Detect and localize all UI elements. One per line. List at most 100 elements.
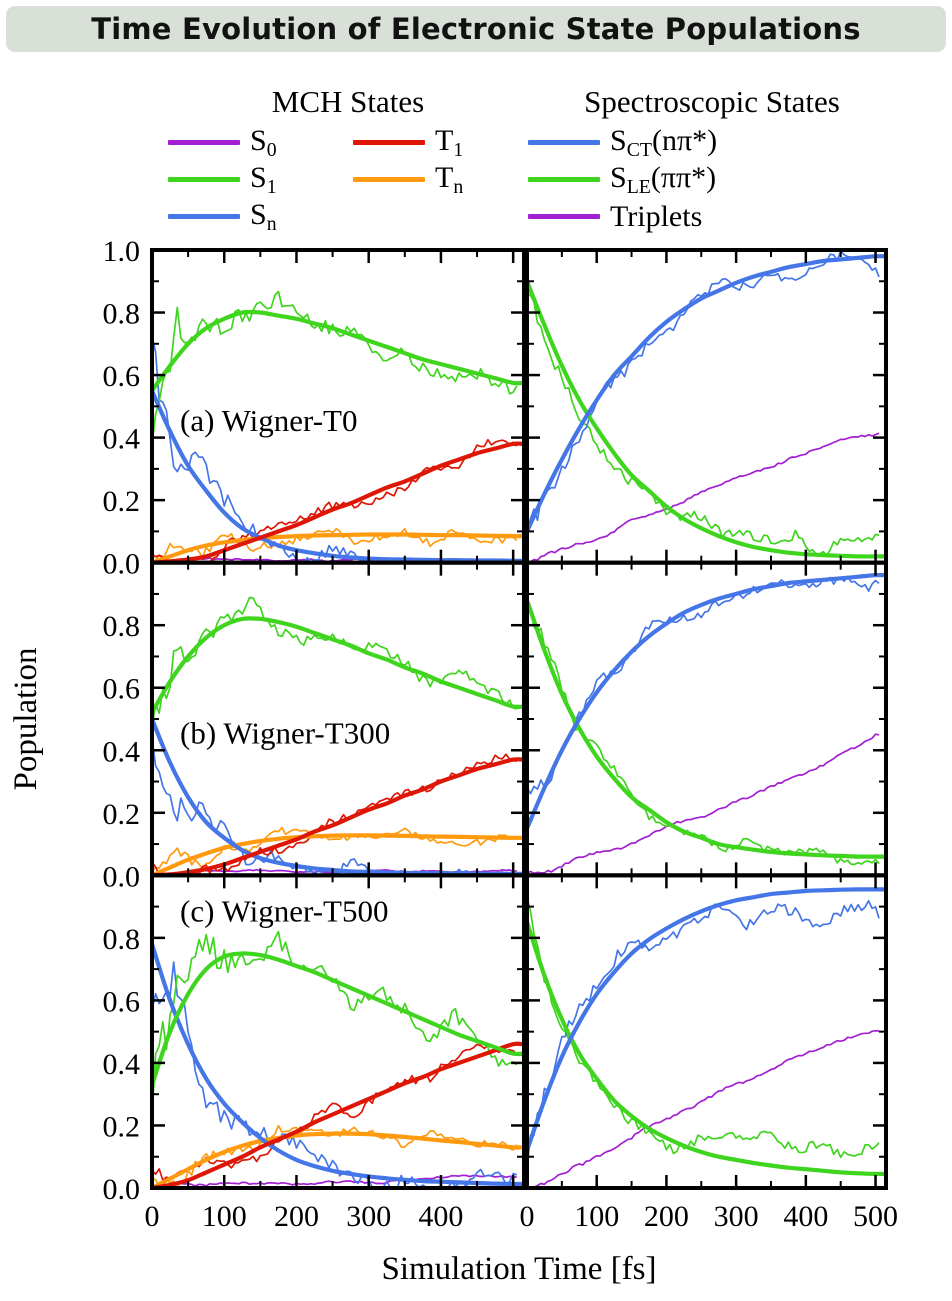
panel-ticks [150,874,524,1190]
fit-T1 [152,1041,524,1188]
x-tick-label: 300 [714,1200,759,1233]
figure-title-banner: Time Evolution of Electronic State Popul… [6,6,946,52]
x-tick-label: 200 [274,1200,319,1233]
y-tick-label: 0.4 [103,1048,141,1081]
fit-S1 [152,616,524,715]
legend-entry: T1 [353,124,528,161]
panel-ticks [525,874,886,1190]
legend-entry: Triplets [528,198,896,235]
trace-Tn [152,826,518,872]
x-tick-label: 200 [644,1200,689,1233]
panel-0-1 [527,250,886,563]
x-tick-label: 100 [202,1200,247,1233]
legend-label: SCT(nπ*) [610,123,718,161]
legend-group-title-spectroscopic: Spectroscopic States [584,84,840,119]
x-tick-label: 300 [346,1200,391,1233]
legend-label: Tn [435,160,464,198]
trace-S1 [152,930,518,1117]
trace-T1 [152,438,518,563]
x-tick-label: 400 [783,1200,828,1233]
fit-S1 [152,951,524,1087]
panel-1-1 [527,572,886,875]
panel-0-0 [152,290,524,563]
x-tick-label: 100 [574,1200,619,1233]
legend-entry: SLE(ππ*) [528,161,896,198]
legend-entry: S0 [168,124,353,161]
fit-S1 [152,309,524,393]
legend-line-swatch [528,177,600,182]
legend-line-swatch [168,177,240,182]
legend-label: Sn [250,197,277,235]
trace-SCT [527,899,880,1169]
x-axis-label: Simulation Time [fs] [381,1251,656,1287]
trace-Triplets [527,1029,880,1188]
legend-label: T1 [435,123,464,161]
y-tick-label: 0.0 [103,548,141,581]
legend-line-swatch [353,140,425,145]
legend-label: Triplets [610,199,703,233]
fit-SLE [527,598,886,859]
legend-line-swatch [168,214,240,219]
panel-annotation: (b) Wigner-T300 [180,716,390,751]
trace-S1 [152,596,518,729]
y-tick-label: 0.4 [103,423,141,456]
y-tick-label: 0.0 [103,860,141,893]
legend-entry: Tn [353,161,528,198]
legend-entries-spectroscopic: SCT(nπ*) SLE(ππ*) Triplets [528,124,896,235]
legend-line-swatch [528,140,600,145]
panel-2-0 [152,930,524,1188]
legend-label: SLE(ππ*) [610,160,717,198]
legend-label: S0 [250,123,277,161]
panel-annotation: (c) Wigner-T500 [180,893,388,928]
panel-annotation: (a) Wigner-T0 [180,403,357,438]
legend-line-swatch [168,140,240,145]
y-tick-label: 0.6 [103,673,141,706]
panel-border [525,873,888,1190]
fit-Tn [152,1131,524,1188]
y-tick-label: 0.8 [103,610,141,643]
y-tick-label: 0.6 [103,360,141,393]
trace-T1 [152,1043,518,1182]
legend-group-title-mch: MCH States [271,84,425,119]
fit-SCT [527,254,886,534]
trace-SLE [527,896,880,1159]
y-tick-label: 0.2 [103,1110,141,1143]
y-tick-label: 0.8 [103,298,141,331]
x-tick-label: 500 [853,1200,898,1233]
x-tick-label: 400 [418,1200,463,1233]
legend-entry: Sn [168,198,353,235]
y-axis-label: Population [8,647,44,790]
y-tick-label: 0.0 [103,1173,141,1206]
x-tick-label: 0 [145,1200,160,1233]
fit-SCT [527,887,886,1153]
fit-SLE [527,920,886,1177]
trace-Sn [152,961,518,1188]
y-tick-label: 0.4 [103,735,141,768]
legend-line-swatch [528,214,600,219]
legend-line-swatch [353,177,425,182]
trace-Triplets [527,733,880,875]
trace-Triplets [527,432,880,563]
y-tick-label: 1.0 [103,235,141,268]
legend-entry: S1 [168,161,353,198]
fit-Sn [152,942,524,1187]
y-tick-label: 0.2 [103,798,141,831]
trace-SCT [527,250,880,533]
fit-T1 [152,441,524,563]
y-tick-label: 0.8 [103,923,141,956]
fit-SLE [527,279,886,559]
x-tick-label: 0 [520,1200,535,1233]
fit-Sn [152,388,524,563]
legend-group-mch: MCH States S0 T1 S1 Tn Sn [168,84,528,235]
panel-2-1 [527,887,886,1188]
trace-S0 [152,1174,518,1187]
fit-T1 [152,757,524,876]
legend-group-spectroscopic: Spectroscopic States SCT(nπ*) SLE(ππ*) Tri… [528,84,896,235]
fit-Tn [152,532,524,563]
figure-title: Time Evolution of Electronic State Popul… [91,12,861,46]
legend-entries-mch: S0 T1 S1 Tn Sn [168,124,528,235]
fit-SCT [527,572,886,831]
trace-SCT [527,575,880,795]
